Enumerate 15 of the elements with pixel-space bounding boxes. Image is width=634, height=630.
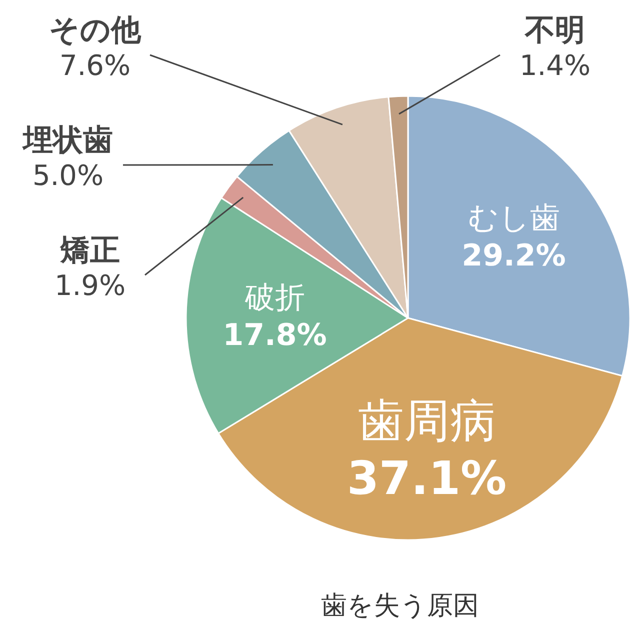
- slice-label: 不明: [524, 13, 585, 48]
- data-label: 1.4%: [519, 49, 591, 82]
- data-label: 1.9%: [54, 269, 126, 302]
- data-label: 17.8%: [222, 318, 327, 353]
- data-label: 5.0%: [32, 159, 104, 192]
- slice-label: 破折: [244, 280, 305, 316]
- slice-label: その他: [49, 13, 142, 48]
- slice-label: むし歯: [468, 201, 560, 236]
- slice-label: 歯周病: [358, 393, 496, 448]
- data-label: 7.6%: [59, 49, 131, 82]
- data-label: 37.1%: [346, 450, 507, 505]
- text: 歯を失う原因: [321, 591, 479, 621]
- slice-label: 埋状歯: [21, 123, 113, 158]
- slice-label: 矯正: [59, 233, 120, 268]
- data-label: 29.2%: [462, 238, 566, 274]
